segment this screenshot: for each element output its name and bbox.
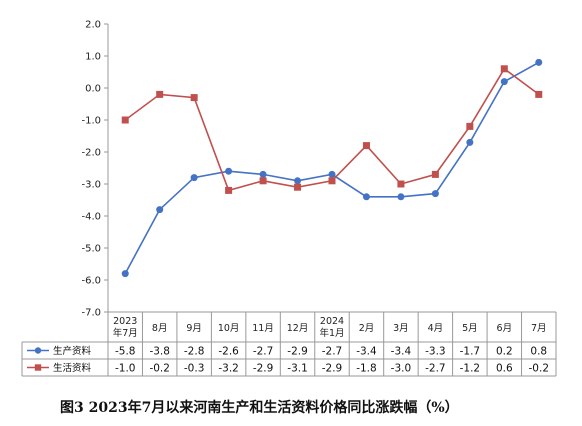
- data-point: [121, 116, 129, 124]
- data-point: [190, 174, 198, 182]
- data-point: [225, 186, 233, 194]
- data-label: -2.7: [322, 346, 343, 358]
- data-point: [156, 90, 164, 98]
- data-point: [466, 138, 474, 146]
- data-label: -2.9: [253, 363, 274, 375]
- chart-caption: 图3 2023年7月以来河南生产和生活资料价格同比涨跌幅（%）: [60, 399, 459, 416]
- category-label: 9月: [186, 323, 202, 334]
- data-label: -2.8: [184, 346, 205, 358]
- data-point: [328, 177, 336, 185]
- data-point: [397, 193, 405, 201]
- data-label: -5.8: [115, 346, 136, 358]
- category-label: 3月: [393, 323, 409, 334]
- y-tick-label: 1.0: [85, 52, 101, 63]
- data-point: [190, 94, 198, 102]
- data-label: -3.4: [356, 346, 377, 358]
- y-tick-label: -5.0: [81, 244, 101, 255]
- data-point: [328, 170, 336, 178]
- data-point: [500, 78, 508, 86]
- series-line: [124, 61, 540, 274]
- data-point: [362, 193, 370, 201]
- data-label: -1.8: [356, 363, 377, 375]
- data-point: [397, 180, 405, 188]
- data-point: [431, 190, 439, 198]
- data-label: -3.0: [391, 363, 412, 375]
- data-point: [535, 90, 543, 98]
- data-label: 0.8: [530, 346, 547, 358]
- data-label: -2.9: [287, 346, 308, 358]
- category-label: 10月: [218, 323, 240, 334]
- data-label: -3.8: [149, 346, 170, 358]
- data-label: -3.3: [425, 346, 446, 358]
- y-tick-label: -2.0: [81, 148, 101, 159]
- category-label: 6月: [497, 323, 513, 334]
- data-point: [431, 170, 439, 178]
- legend-marker: [34, 364, 42, 371]
- category-label: 5月: [462, 323, 478, 334]
- data-label: -1.7: [460, 346, 481, 358]
- category-label: 年1月: [319, 327, 344, 339]
- data-point: [294, 177, 302, 185]
- data-label: -2.6: [218, 346, 239, 358]
- data-label: -2.7: [425, 363, 446, 375]
- y-tick-label: -6.0: [81, 276, 101, 287]
- data-point: [225, 167, 233, 175]
- y-tick-label: -3.0: [81, 180, 101, 191]
- data-point: [156, 206, 164, 214]
- data-label: -3.2: [218, 363, 239, 375]
- data-label: 0.2: [496, 346, 513, 358]
- category-label: 12月: [287, 323, 309, 334]
- data-point: [121, 270, 129, 278]
- data-label: -2.9: [322, 363, 343, 375]
- data-label: -1.2: [460, 363, 481, 375]
- category-label: 4月: [428, 323, 444, 334]
- y-tick-label: -4.0: [81, 212, 101, 223]
- category-label: 7月: [531, 323, 547, 334]
- legend-marker: [34, 347, 42, 354]
- category-label: 2月: [359, 323, 375, 334]
- data-point: [466, 122, 474, 130]
- category-label: 8月: [152, 323, 168, 334]
- y-tick-label: 2.0: [85, 20, 101, 31]
- data-label: -0.2: [529, 363, 550, 375]
- legend-label: 生活资料: [53, 362, 92, 374]
- data-label: -0.3: [184, 363, 205, 375]
- category-label: 11月: [252, 323, 274, 334]
- data-label: -3.1: [287, 363, 308, 375]
- data-label: 0.6: [496, 363, 513, 375]
- y-tick-label: -1.0: [81, 116, 101, 127]
- data-label: -1.0: [115, 363, 136, 375]
- category-label: 2024: [320, 316, 344, 327]
- plot-area: 2.0 1.0 0.0 -1.0 -2.0 -3.0 -4.0 -5.0 -6.0 -7.0: [81, 20, 543, 376]
- category-label: 年7月: [113, 327, 138, 339]
- data-point: [535, 58, 543, 66]
- data-point: [259, 170, 267, 178]
- data-label: -3.4: [391, 346, 412, 358]
- data-label: -0.2: [149, 363, 170, 375]
- y-tick-label: -7.0: [81, 308, 101, 319]
- y-tick-label: 0.0: [85, 84, 101, 95]
- data-point: [362, 142, 370, 150]
- legend-label: 生产资料: [53, 345, 92, 357]
- data-point: [259, 177, 267, 185]
- data-point: [294, 183, 302, 191]
- data-label: -2.7: [253, 346, 274, 358]
- category-label: 2023: [113, 316, 137, 327]
- data-point: [500, 65, 508, 73]
